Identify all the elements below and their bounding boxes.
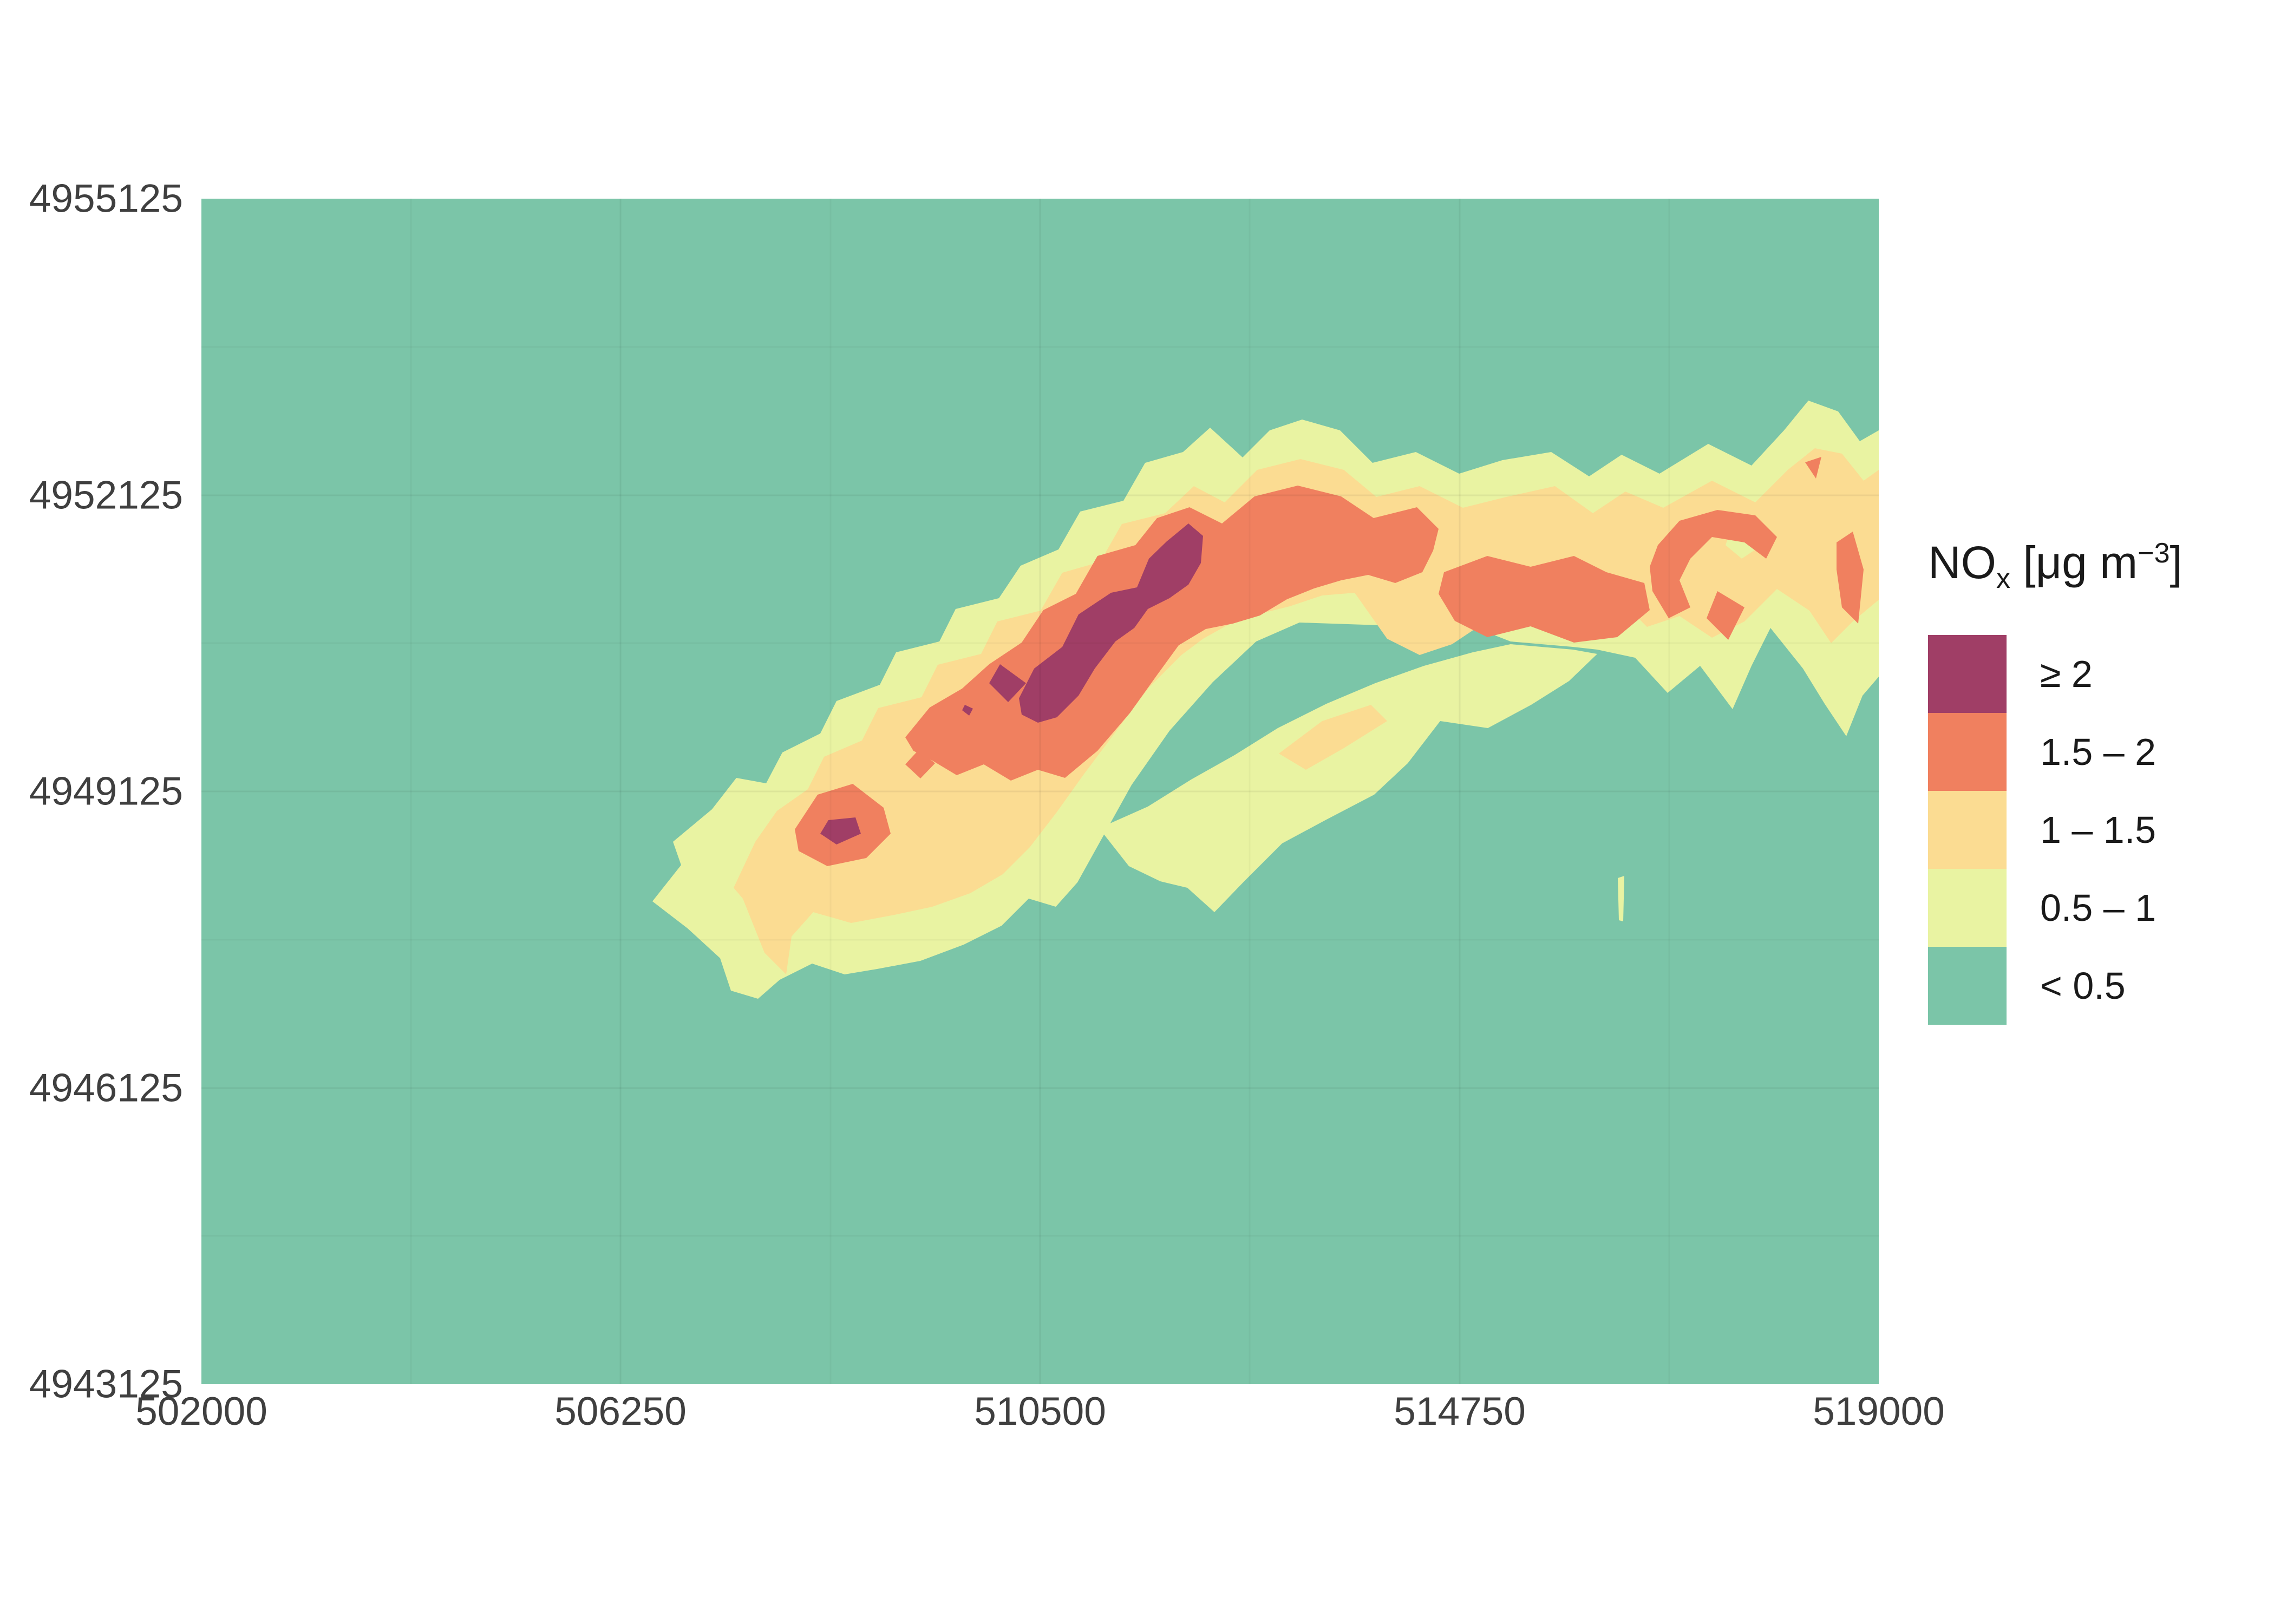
- band-1.5-2-edge-sliver: [1837, 532, 1864, 624]
- legend-label: < 0.5: [2040, 965, 2126, 1007]
- legend-entry: < 0.5: [1928, 947, 2156, 1025]
- y-tick-label-4946125: 4946125: [29, 1066, 183, 1110]
- legend-rows: ≥ 2 1.5 – 2 1 – 1.5 0.5 – 1 < 0.5: [1928, 635, 2156, 1025]
- x-tick-label-519000: 519000: [1813, 1390, 1945, 1433]
- band-1.5-2-triangle-top: [1805, 457, 1821, 479]
- y-tick-label-4952125: 4952125: [29, 473, 183, 518]
- band-ge2-snake: [1019, 523, 1203, 723]
- legend-label: 1.5 – 2: [2040, 731, 2157, 773]
- contour-map-panel: [201, 199, 1879, 1384]
- y-tick-label-4949125: 4949125: [29, 769, 183, 814]
- band-1-1.5-strand-sliver: [1279, 705, 1387, 770]
- x-tick-label-506250: 506250: [554, 1390, 687, 1433]
- band-ge2-southwest: [820, 817, 861, 844]
- x-tick-label-502000: 502000: [135, 1390, 267, 1433]
- y-tick-label-4955125: 4955125: [29, 176, 183, 221]
- legend-entry: 1.5 – 2: [1928, 713, 2156, 791]
- y-tick-label-4943125: 4943125: [29, 1362, 183, 1406]
- legend-entry: 0.5 – 1: [1928, 869, 2156, 947]
- legend: NOx [μg m−3] ≥ 2 1.5 – 2 1 – 1.5 0.5 – 1 < 0…: [1928, 537, 2182, 1025]
- legend-swatch-salmon: [1928, 713, 2007, 791]
- legend-entry: ≥ 2: [1928, 635, 2156, 713]
- band-1.5-2-diamond-sw: [905, 750, 935, 778]
- legend-swatch-yellowgreen: [1928, 869, 2007, 947]
- band-0.5-1-sliver: [1618, 876, 1624, 921]
- legend-title: NOx [μg m−3]: [1928, 537, 2182, 594]
- legend-swatch-teal: [1928, 947, 2007, 1025]
- band-1.5-2-mid-arm: [1439, 556, 1650, 643]
- legend-label: 0.5 – 1: [2040, 887, 2157, 929]
- legend-swatch-peach: [1928, 791, 2007, 869]
- band-1.5-2-crescent: [1650, 510, 1777, 618]
- legend-swatch-maroon: [1928, 635, 2007, 713]
- band-1-1.5-diamond: [959, 785, 986, 809]
- band-0.5-1-lower-strand: [1099, 644, 1597, 912]
- band-ge2-diamond: [989, 664, 1026, 702]
- x-tick-label-514750: 514750: [1394, 1390, 1526, 1433]
- legend-label: 1 – 1.5: [2040, 809, 2157, 851]
- legend-entry: 1 – 1.5: [1928, 791, 2156, 869]
- band-ge2-dot: [962, 705, 973, 716]
- x-tick-label-510500: 510500: [974, 1390, 1106, 1433]
- band-1.5-2-diamond-right: [1707, 591, 1744, 640]
- legend-label: ≥ 2: [2040, 653, 2093, 695]
